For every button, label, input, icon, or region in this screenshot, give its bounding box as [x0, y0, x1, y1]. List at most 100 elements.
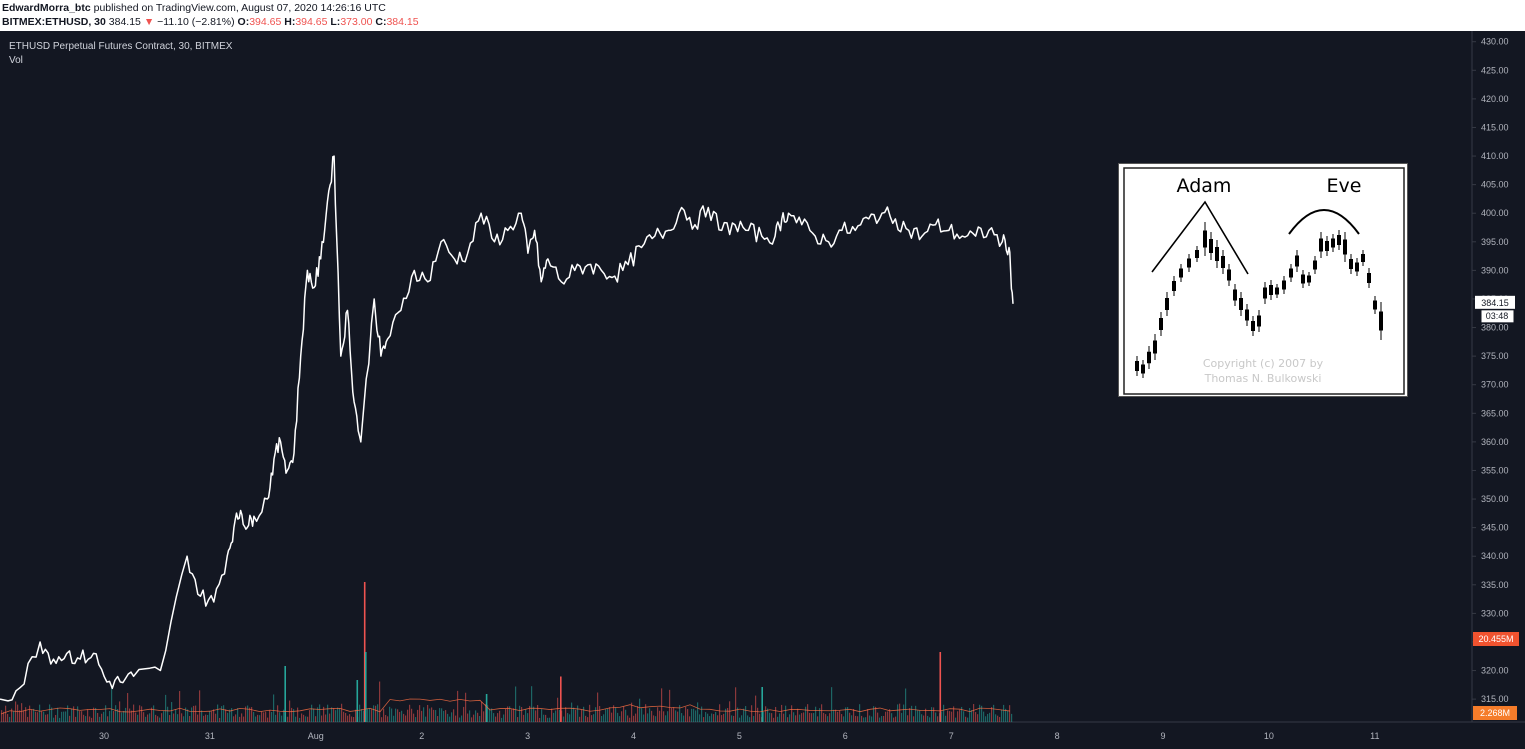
volume-bar — [387, 716, 389, 722]
volume-bar — [101, 713, 103, 722]
volume-bar — [111, 686, 113, 722]
volume-bar — [407, 709, 409, 722]
price-tick-label: 420.00 — [1481, 94, 1509, 104]
volume-bar — [427, 704, 429, 722]
volume-bar — [447, 713, 449, 722]
volume-bar — [793, 712, 795, 722]
volume-bar — [461, 715, 463, 722]
volume-bar — [913, 716, 915, 722]
volume-indicator-label[interactable]: Vol — [9, 55, 23, 66]
volume-bar — [439, 708, 441, 722]
volume-bar — [211, 711, 213, 722]
volume-bar — [659, 710, 661, 722]
volume-bar — [225, 709, 227, 722]
volume-bar — [299, 717, 301, 722]
volume-bar — [313, 708, 315, 722]
volume-bar — [75, 716, 77, 722]
volume-ma-badge — [1473, 706, 1517, 720]
volume-bar — [151, 707, 153, 722]
sketch-candle-body — [1227, 269, 1231, 281]
volume-bar — [901, 712, 903, 722]
time-tick-label: 10 — [1264, 731, 1274, 741]
time-tick-label: 5 — [737, 731, 742, 741]
volume-bar — [919, 710, 921, 722]
volume-bar — [539, 717, 541, 722]
volume-bar — [207, 714, 209, 722]
volume-bar — [669, 689, 671, 722]
volume-bar — [423, 707, 425, 722]
volume-bar — [193, 705, 195, 722]
volume-bar — [899, 703, 901, 722]
price-tick-label: 365.00 — [1481, 408, 1509, 418]
volume-bar — [303, 714, 305, 722]
volume-bar — [507, 706, 509, 722]
volume-bar — [67, 705, 69, 722]
volume-last-badge — [1473, 632, 1519, 646]
volume-bar — [493, 713, 495, 722]
volume-bar — [759, 713, 761, 722]
volume-bar — [53, 717, 55, 722]
volume-bar — [533, 706, 535, 722]
volume-bar — [103, 711, 105, 722]
eve-arc-line — [1288, 209, 1360, 235]
volume-bar — [959, 709, 961, 722]
volume-bar — [349, 714, 351, 722]
author-name[interactable]: EdwardMorra_btc — [2, 2, 91, 14]
volume-bar — [107, 716, 109, 722]
volume-bar — [25, 707, 27, 722]
volume-bar — [585, 715, 587, 722]
volume-bar — [857, 716, 859, 722]
volume-bar — [927, 715, 929, 722]
price-tick-label: 425.00 — [1481, 65, 1509, 75]
volume-bar — [673, 707, 675, 722]
volume-bar — [364, 652, 367, 722]
price-tick-label: 390.00 — [1481, 265, 1509, 275]
sketch-candle-body — [1367, 273, 1371, 283]
volume-bar — [485, 704, 487, 722]
volume-bar — [223, 705, 225, 722]
volume-bar — [499, 710, 501, 722]
volume-bar — [971, 710, 973, 722]
high-label: H: — [284, 16, 296, 28]
volume-bar — [791, 705, 793, 722]
chart-canvas[interactable]: 315.00320.00325.00330.00335.00340.00345.… — [0, 31, 1525, 749]
volume-bar — [705, 712, 707, 722]
volume-bar — [191, 707, 193, 722]
volume-bar — [571, 702, 573, 722]
price-tick-label: 340.00 — [1481, 551, 1509, 561]
volume-bar — [557, 697, 559, 722]
chart-pane[interactable]: 315.00320.00325.00330.00335.00340.00345.… — [0, 31, 1525, 749]
volume-bar — [837, 711, 839, 722]
sketch-candle-body — [1135, 361, 1139, 371]
volume-bar — [85, 716, 87, 722]
sketch-candle-body — [1313, 260, 1317, 270]
volume-bar — [27, 716, 29, 722]
sketch-candle-body — [1307, 275, 1311, 283]
price-tick-label: 415.00 — [1481, 122, 1509, 132]
volume-bar — [435, 710, 437, 722]
volume-bar — [115, 705, 117, 722]
volume-bar — [411, 708, 413, 722]
volume-bar — [943, 704, 945, 722]
volume-bar — [931, 707, 933, 722]
volume-bar — [679, 705, 681, 722]
price-line — [0, 155, 1014, 702]
volume-bar — [671, 707, 673, 722]
volume-bar — [361, 709, 363, 722]
volume-bar — [869, 715, 871, 722]
volume-bar — [695, 710, 697, 722]
volume-bar — [293, 709, 295, 722]
volume-bar — [477, 712, 479, 722]
volume-bar — [609, 707, 611, 722]
sketch-candle-body — [1257, 315, 1261, 327]
volume-bar — [519, 705, 521, 722]
volume-bar — [961, 706, 963, 722]
volume-bar — [989, 712, 991, 722]
volume-bar — [815, 706, 817, 722]
volume-bar — [135, 712, 137, 722]
volume-bar — [263, 712, 265, 722]
volume-bar — [975, 712, 977, 722]
volume-bar — [249, 707, 251, 722]
volume-bar — [693, 708, 695, 722]
volume-bar — [257, 714, 259, 722]
